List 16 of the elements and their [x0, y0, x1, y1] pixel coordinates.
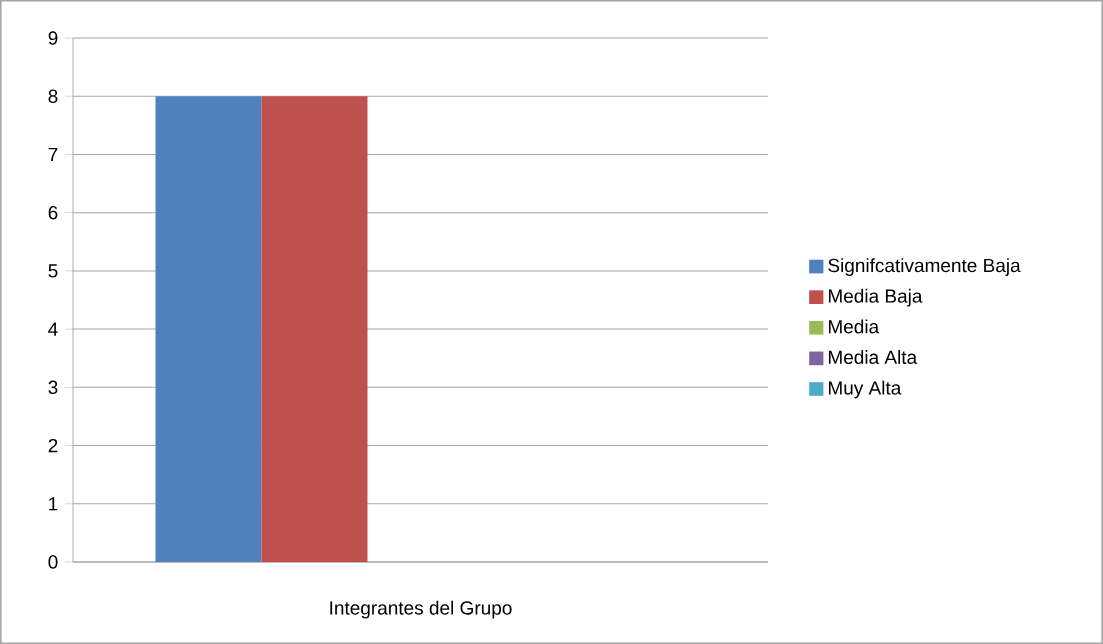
- legend-label: Signifcativamente Baja: [828, 258, 1021, 276]
- y-tick-label: 0: [48, 555, 58, 569]
- legend-label: Media Alta: [828, 350, 918, 365]
- y-tick-label: 3: [48, 380, 58, 395]
- y-tick-label: 8: [48, 89, 58, 103]
- y-tick-label: 7: [48, 147, 58, 161]
- x-tick-label: Integrantes del Grupo: [330, 600, 512, 619]
- legend-label: Media Baja: [828, 288, 923, 307]
- y-tick-label: 5: [48, 264, 58, 278]
- y-tick-label: 1: [49, 497, 58, 511]
- y-tick-label: 2: [48, 438, 58, 453]
- y-tick-label: 4: [48, 322, 58, 336]
- y-tick-label: 6: [48, 205, 58, 220]
- legend-label: Media: [828, 319, 880, 334]
- y-tick-label: 9: [48, 31, 58, 45]
- legend-label: Muy Alta: [828, 380, 902, 399]
